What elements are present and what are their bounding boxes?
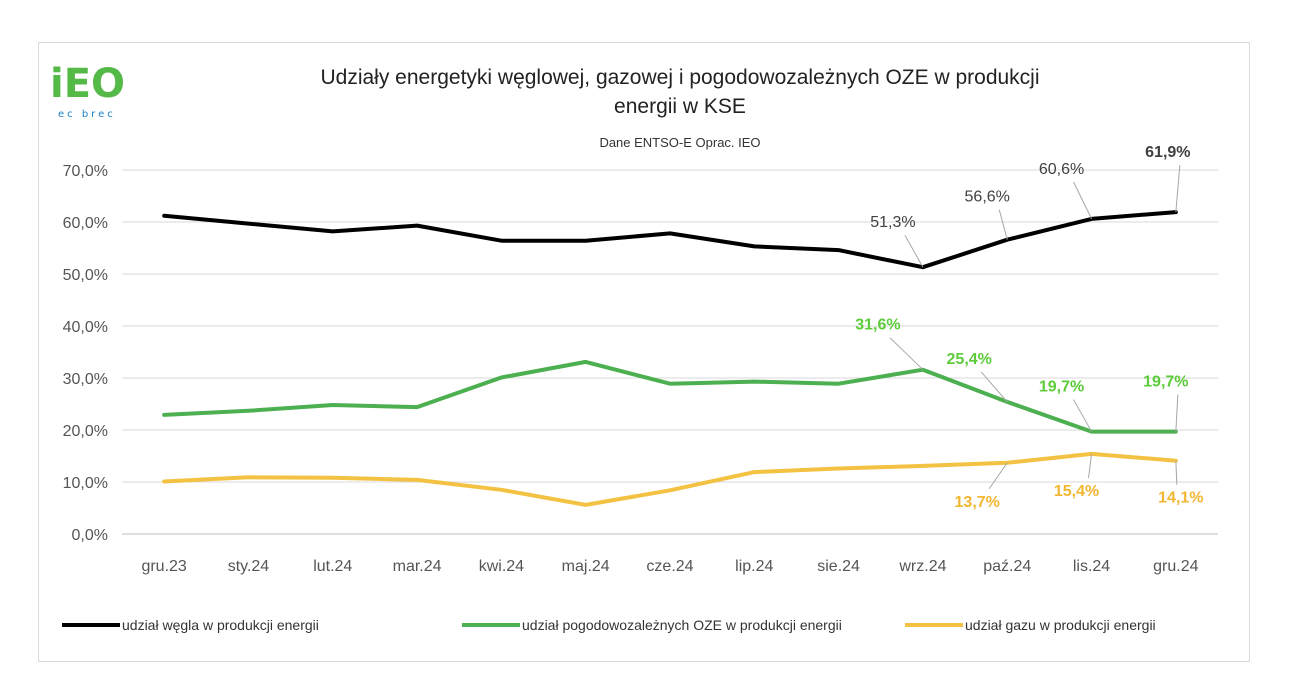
y-tick-label: 30,0%: [63, 371, 108, 388]
logo-brand: iEO: [50, 61, 125, 107]
chart-title-line2: energii w KSE: [614, 95, 746, 118]
y-axis: 0,0% 10,0% 20,0% 30,0% 40,0% 50,0% 60,0% 70,0%: [63, 163, 108, 544]
gridlines: [122, 169, 1218, 535]
data-label: 13,7%: [955, 494, 1000, 511]
legend-label: udział węgla w produkcji energii: [122, 617, 319, 633]
logo-tagline: ec brec: [58, 109, 116, 120]
chart-title-line1: Udziały energetyki węglowej, gazowej i p…: [320, 66, 1039, 89]
data-label: 14,1%: [1158, 490, 1203, 507]
data-label: 60,6%: [1039, 161, 1084, 178]
x-tick-label: sie.24: [817, 558, 860, 575]
x-tick-label: lis.24: [1073, 558, 1110, 575]
y-tick-label: 40,0%: [63, 319, 108, 336]
y-tick-label: 10,0%: [63, 475, 108, 492]
data-label: 15,4%: [1054, 483, 1099, 500]
data-label-leader: [1073, 399, 1092, 432]
y-tick-label: 0,0%: [72, 527, 108, 544]
x-tick-label: lip.24: [735, 558, 773, 575]
x-tick-label: lut.24: [313, 558, 352, 575]
legend-label: udział pogodowozależnych OZE w produkcji…: [522, 617, 842, 633]
data-label: 51,3%: [870, 214, 915, 231]
data-label: 19,7%: [1039, 379, 1084, 396]
y-tick-label: 20,0%: [63, 423, 108, 440]
legend: udział węgla w produkcji energii udział p…: [62, 617, 1156, 633]
data-label-leader: [1175, 460, 1178, 485]
legend-label: udział gazu w produkcji energii: [965, 617, 1156, 633]
x-tick-label: maj.24: [562, 558, 610, 575]
data-label: 19,7%: [1143, 374, 1188, 391]
data-label-leader: [1175, 165, 1181, 213]
data-label-leader: [1175, 394, 1179, 432]
series-line-1: [162, 359, 1178, 434]
x-tick-label: mar.24: [393, 558, 442, 575]
ieo-logo: iEO ec brec: [50, 61, 125, 120]
y-tick-label: 50,0%: [63, 267, 108, 284]
y-tick-label: 70,0%: [63, 163, 108, 180]
data-label-leader: [904, 234, 924, 268]
data-label-leader: [988, 462, 1008, 490]
data-label-leader: [980, 371, 1008, 403]
data-label-leader: [998, 209, 1008, 240]
data-label: 56,6%: [965, 189, 1010, 206]
x-tick-label: gru.23: [141, 558, 186, 575]
data-labels: 51,3% 56,6% 60,6% 61,9% 31,6% 25,4% 19,7% 19,7%…: [855, 144, 1203, 511]
data-label: 61,9%: [1145, 144, 1190, 161]
data-label-leader: [1073, 181, 1092, 220]
y-tick-label: 60,0%: [63, 215, 108, 232]
x-tick-label: paź.24: [983, 558, 1031, 575]
x-tick-label: sty.24: [228, 558, 270, 575]
data-label: 25,4%: [947, 351, 992, 368]
series-lines: [162, 210, 1178, 507]
chart-frame: [38, 42, 1250, 662]
series-line-0: [162, 210, 1178, 270]
chart-subtitle: Dane ENTSO-E Oprac. IEO: [599, 135, 760, 150]
x-tick-label: cze.24: [646, 558, 693, 575]
data-label: 31,6%: [855, 317, 900, 334]
series-line-2: [162, 451, 1178, 507]
x-tick-label: gru.24: [1153, 558, 1198, 575]
data-label-leader: [1088, 453, 1093, 478]
x-tick-label: kwi.24: [479, 558, 524, 575]
x-tick-label: wrz.24: [898, 558, 946, 575]
x-axis: gru.23 sty.24 lut.24 mar.24 kwi.24 maj.24 cze.…: [141, 558, 1198, 575]
data-label-leader: [889, 337, 924, 371]
